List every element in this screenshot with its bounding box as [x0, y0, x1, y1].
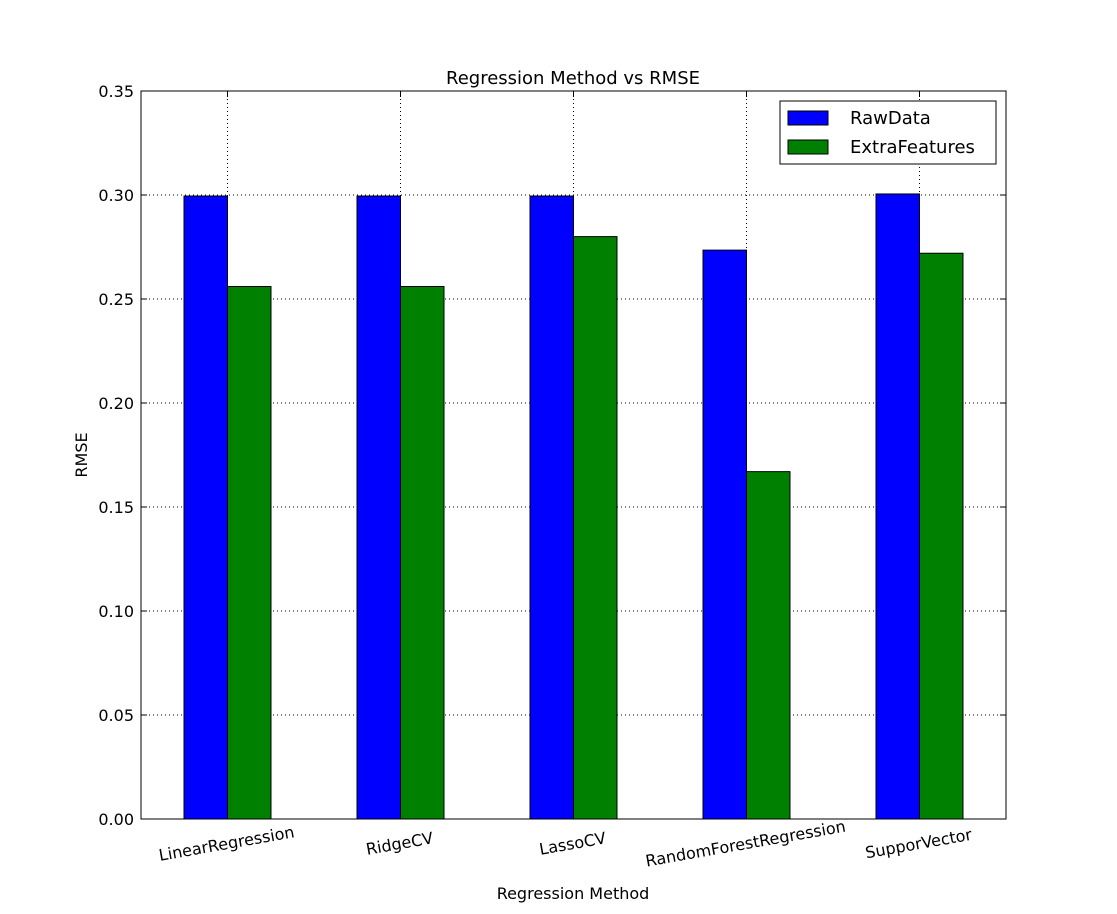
y-axis-label: RMSE	[72, 432, 91, 477]
bar-extrafeatures	[227, 286, 272, 820]
bar-extrafeatures	[400, 286, 445, 820]
bar-rawdata	[702, 249, 747, 820]
bar-extrafeatures	[919, 252, 964, 820]
bar-extrafeatures	[573, 236, 618, 820]
y-tick-label: 0.20	[98, 394, 134, 413]
x-tick-label: LassoCV	[538, 828, 608, 858]
bars	[183, 193, 964, 820]
y-tick-label: 0.25	[98, 290, 134, 309]
x-tick-label: LinearRegression	[157, 822, 295, 865]
bar-extrafeatures	[746, 471, 791, 820]
legend-label: ExtraFeatures	[850, 137, 975, 158]
bar-rawdata	[875, 193, 920, 820]
x-tick-label: SupporVector	[864, 825, 974, 863]
bar-rawdata	[356, 195, 401, 820]
y-tick-label: 0.35	[98, 82, 134, 101]
legend-swatch	[787, 110, 829, 126]
chart-title: Regression Method vs RMSE	[446, 68, 700, 89]
y-tick-label: 0.30	[98, 186, 134, 205]
y-tick-label: 0.00	[98, 810, 134, 829]
x-tick-label: RandomForestRegression	[644, 817, 847, 871]
legend: RawData ExtraFeatures	[779, 100, 997, 165]
legend-label: RawData	[850, 108, 931, 129]
bar-rawdata	[529, 195, 574, 820]
y-tick-label: 0.05	[98, 706, 134, 725]
bar-rawdata	[183, 195, 228, 820]
x-tick-label: RidgeCV	[364, 828, 434, 859]
y-tick-label: 0.15	[98, 498, 134, 517]
y-tick-label: 0.10	[98, 602, 134, 621]
legend-swatch	[787, 139, 829, 155]
x-axis-label: Regression Method	[497, 884, 650, 903]
